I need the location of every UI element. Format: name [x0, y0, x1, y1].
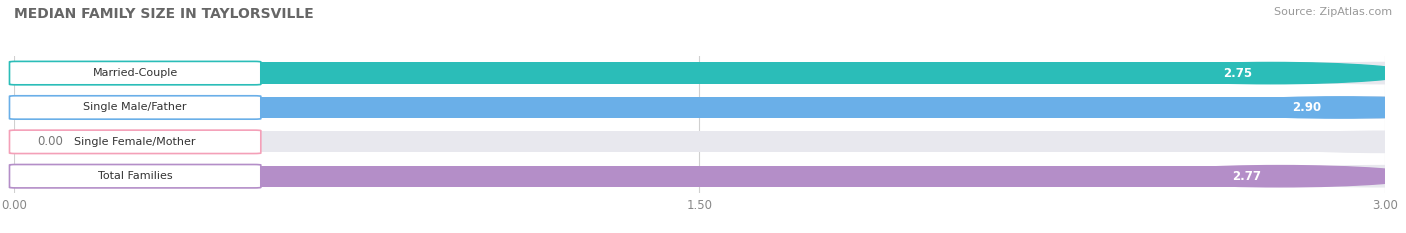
Circle shape: [1243, 166, 1406, 187]
Circle shape: [1129, 62, 1406, 84]
FancyBboxPatch shape: [10, 130, 262, 154]
Circle shape: [1198, 97, 1406, 118]
Text: Total Families: Total Families: [98, 171, 173, 181]
Circle shape: [0, 131, 156, 152]
Text: 2.75: 2.75: [1223, 67, 1253, 80]
Circle shape: [1243, 131, 1406, 152]
Bar: [14, 62, 1271, 84]
Bar: [14, 62, 1385, 84]
FancyBboxPatch shape: [10, 62, 262, 85]
Text: Source: ZipAtlas.com: Source: ZipAtlas.com: [1274, 7, 1392, 17]
Bar: [14, 131, 1385, 152]
Circle shape: [0, 62, 156, 84]
Text: 0.00: 0.00: [37, 135, 63, 148]
Text: MEDIAN FAMILY SIZE IN TAYLORSVILLE: MEDIAN FAMILY SIZE IN TAYLORSVILLE: [14, 7, 314, 21]
Circle shape: [0, 131, 156, 152]
Circle shape: [0, 166, 156, 187]
Circle shape: [1139, 166, 1406, 187]
Circle shape: [1243, 62, 1406, 84]
Circle shape: [1243, 97, 1406, 118]
Circle shape: [0, 97, 156, 118]
Circle shape: [0, 166, 156, 187]
Text: Married-Couple: Married-Couple: [93, 68, 177, 78]
FancyBboxPatch shape: [10, 164, 262, 188]
Bar: [14, 166, 1385, 187]
Text: Single Female/Mother: Single Female/Mother: [75, 137, 195, 147]
FancyBboxPatch shape: [10, 96, 262, 119]
Text: 2.77: 2.77: [1233, 170, 1261, 183]
Bar: [14, 97, 1385, 118]
Bar: [14, 166, 1279, 187]
Circle shape: [0, 62, 156, 84]
Circle shape: [0, 97, 156, 118]
Text: Single Male/Father: Single Male/Father: [83, 103, 187, 113]
Bar: [14, 97, 1340, 118]
Text: 2.90: 2.90: [1292, 101, 1322, 114]
